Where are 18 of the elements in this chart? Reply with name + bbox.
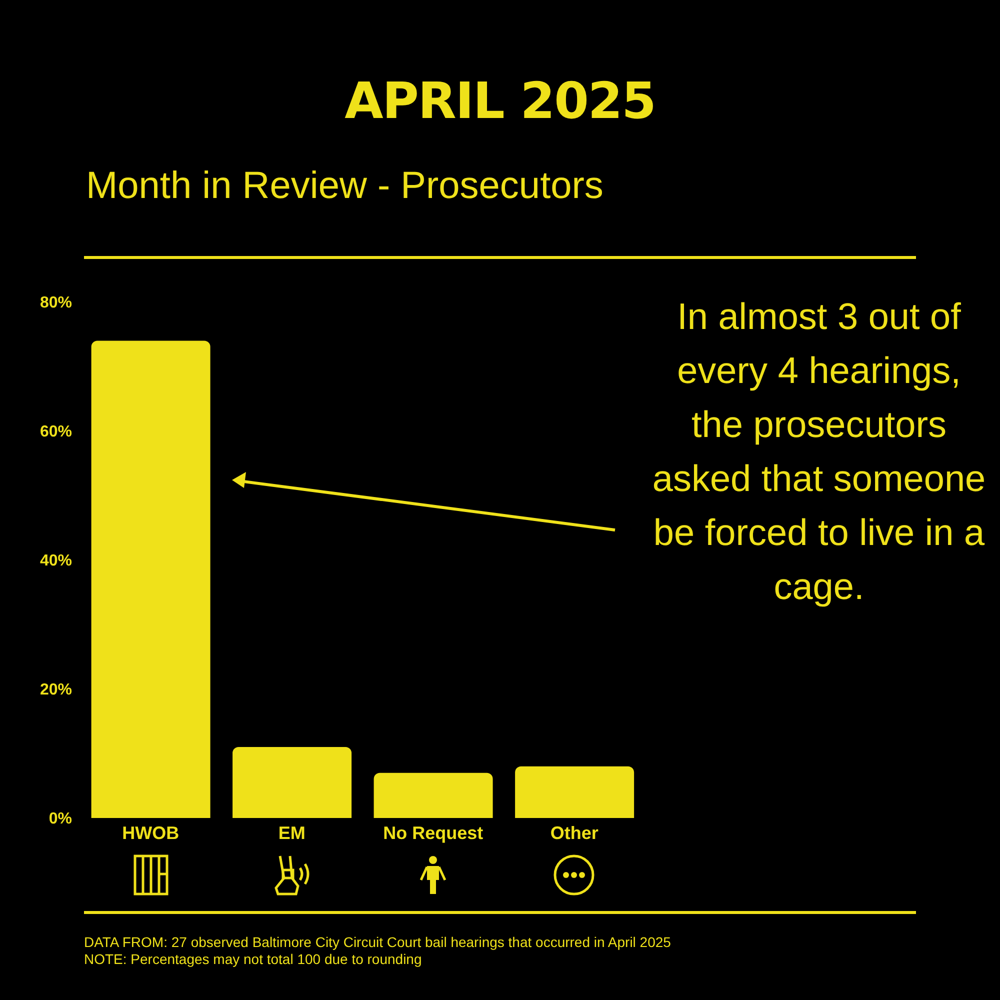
x-tick-label: Other — [550, 822, 598, 843]
bar — [515, 766, 634, 818]
x-tick-label: EM — [278, 822, 306, 843]
bar — [91, 340, 210, 818]
y-tick-label: 20% — [40, 682, 72, 699]
chart-title: APRIL 2025 — [344, 72, 656, 130]
text: In almost 3 out of every 4 hearings, the prosecutors asked that someone be forced to live in a cage. — [651, 295, 987, 609]
bar — [232, 747, 352, 818]
text: DATA FROM: 27 observed Baltimore City Circuit Court bail hearings that occurred in April 2025 — [84, 934, 671, 951]
x-tick-label: HWOB — [122, 822, 180, 843]
x-tick-label: No Request — [383, 822, 484, 843]
y-tick-label: 40% — [40, 552, 72, 570]
y-tick-label: 80% — [40, 294, 72, 312]
y-tick-label: 60% — [40, 424, 72, 441]
y-tick-label: 0% — [48, 810, 72, 828]
chart-subtitle: Month in Review - Prosecutors — [86, 165, 604, 208]
text: NOTE: Percentages may not total 100 due to rounding — [84, 951, 423, 968]
bar — [374, 772, 493, 818]
